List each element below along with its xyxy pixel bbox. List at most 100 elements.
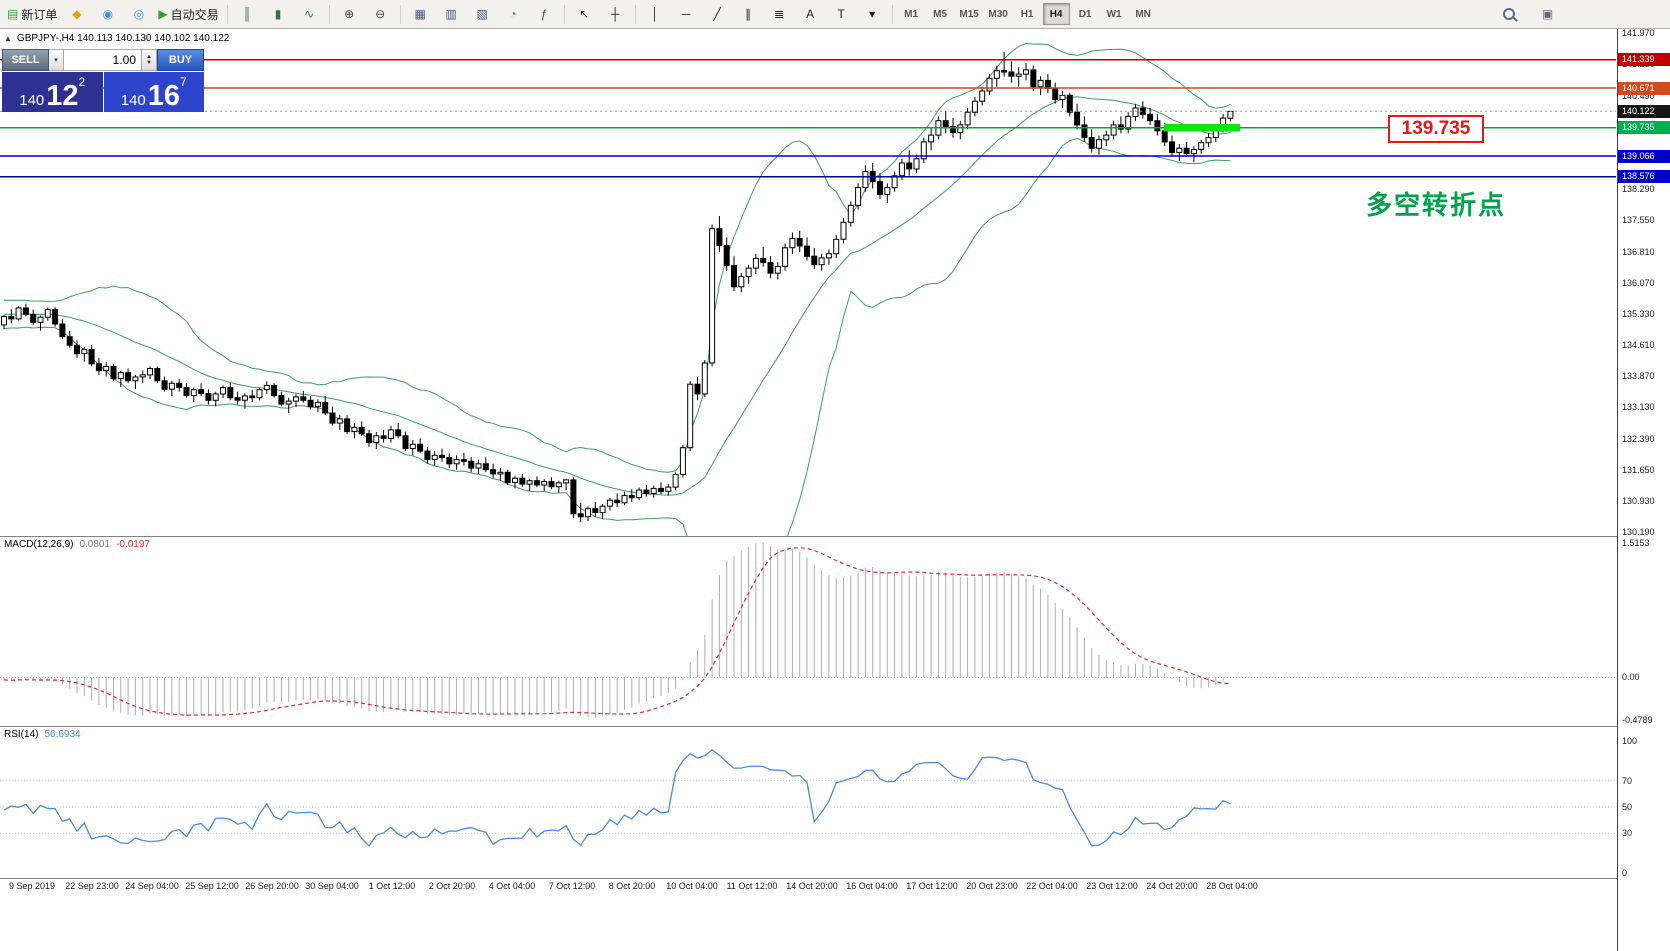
- timeframe-d1-button[interactable]: D1: [1078, 8, 1092, 20]
- crosshair-icon[interactable]: ┼: [600, 2, 631, 26]
- search-button[interactable]: [1493, 2, 1524, 26]
- buy-button[interactable]: BUY: [157, 49, 204, 71]
- text-icon[interactable]: A: [795, 2, 826, 26]
- vertical-line-icon[interactable]: │: [640, 2, 671, 26]
- zoom-in-icon[interactable]: ⊕: [334, 2, 365, 26]
- price-callout[interactable]: 139.735: [1388, 115, 1484, 143]
- trendline-icon: ╱: [713, 7, 721, 21]
- new-chart-icon: ▣: [1541, 7, 1554, 21]
- time-tick-label: 8 Oct 20:00: [608, 881, 656, 891]
- timeframe-mn-button[interactable]: MN: [1135, 8, 1151, 20]
- stepper-down-icon[interactable]: ▼: [146, 60, 152, 66]
- indicators-icon[interactable]: ƒ: [529, 2, 560, 26]
- scale-tick-label: 136.070: [1622, 277, 1655, 288]
- mql5-market-icon: ◆: [72, 7, 82, 21]
- rsi-indicator-panel[interactable]: [0, 727, 1616, 878]
- time-tick-label: 10 Oct 04:00: [666, 881, 718, 891]
- autotrading-button-label: 自动交易: [170, 7, 219, 22]
- turning-point-text: 多空转折点: [1366, 190, 1507, 220]
- macd-indicator-panel[interactable]: [0, 537, 1616, 726]
- timeframe-m1-button[interactable]: M1: [904, 8, 919, 20]
- navigator-icon: ▧: [476, 7, 488, 21]
- time-tick-label: 2 Oct 20:00: [428, 881, 476, 891]
- time-tick-label: 16 Oct 04:00: [846, 881, 898, 891]
- timeframe-w1-button[interactable]: W1: [1106, 8, 1122, 20]
- indicators-icon: ƒ: [540, 7, 548, 21]
- scale-tick-label: 30: [1622, 828, 1633, 839]
- navigator-icon[interactable]: ▧: [467, 2, 498, 26]
- time-tick-label: 11 Oct 12:00: [726, 881, 778, 891]
- toolbar-right: ▣: [1493, 2, 1667, 26]
- horizontal-line-icon[interactable]: ─: [671, 2, 702, 26]
- channel-icon: ∥: [745, 7, 752, 21]
- data-window-icon[interactable]: ▥: [436, 2, 467, 26]
- panel-separator[interactable]: [0, 726, 1670, 727]
- channel-icon[interactable]: ∥: [733, 2, 764, 26]
- time-tick-label: 4 Oct 04:00: [488, 881, 536, 891]
- time-tick-label: 24 Oct 20:00: [1146, 881, 1198, 891]
- scale-tick-label: 138.290: [1622, 183, 1655, 194]
- line-chart-icon[interactable]: ∿: [294, 2, 325, 26]
- volume-dropdown[interactable]: ▾: [49, 49, 64, 71]
- price-scale[interactable]: 141.970141.230140.490138.290137.550136.8…: [1617, 29, 1670, 951]
- autotrading-button[interactable]: ▶ 自动交易: [154, 2, 222, 26]
- scale-tick-label: 134.610: [1622, 339, 1655, 350]
- rsi-label: RSI(14): [4, 729, 39, 740]
- price-chart[interactable]: [0, 29, 1616, 536]
- buy-price-pips: 16: [147, 80, 181, 113]
- community-icon[interactable]: ◉: [92, 2, 123, 26]
- bar-chart-icon[interactable]: ║: [232, 2, 263, 26]
- new-order-button-icon: ▤: [7, 7, 19, 21]
- stepper-up-icon[interactable]: ▲: [146, 54, 152, 60]
- time-tick-label: 28 Oct 04:00: [1206, 881, 1258, 891]
- buy-price[interactable]: 140 16 7: [103, 72, 204, 113]
- search-icon: [1502, 8, 1515, 20]
- macd-signal-value: -0.0197: [116, 539, 150, 550]
- panel-separator[interactable]: [0, 878, 1670, 879]
- time-tick-label: 23 Oct 12:00: [1086, 881, 1138, 891]
- data-window-icon: ▥: [445, 7, 457, 21]
- timeframe-m15-button[interactable]: M15: [959, 8, 979, 20]
- timeframe-h1-button[interactable]: H1: [1020, 8, 1034, 20]
- cursor-icon[interactable]: ↖: [569, 2, 600, 26]
- text-icon: A: [806, 7, 815, 21]
- zoom-out-icon[interactable]: ⊖: [365, 2, 396, 26]
- time-tick-label: 20 Oct 23:00: [966, 881, 1018, 891]
- volume-stepper[interactable]: ▲ ▼: [142, 49, 157, 71]
- timeframe-h4-button[interactable]: H4: [1042, 3, 1070, 25]
- cursor-icon: ↖: [579, 7, 590, 21]
- scale-tick-label: 132.390: [1622, 433, 1655, 444]
- clock-icon[interactable]: ◔: [498, 2, 529, 26]
- timeframe-m5-button[interactable]: M5: [933, 8, 948, 20]
- fibonacci-icon[interactable]: ≣: [764, 2, 795, 26]
- new-chart-button[interactable]: ▣: [1532, 2, 1563, 26]
- toolbar-separator: [563, 4, 565, 24]
- clock-icon: ◔: [509, 7, 517, 21]
- collapse-panel-icon[interactable]: ▲: [4, 34, 12, 43]
- volume-input[interactable]: 1.00: [64, 49, 142, 71]
- arrows-icon[interactable]: T: [826, 2, 857, 26]
- candlestick-chart-icon[interactable]: ▮: [263, 2, 294, 26]
- time-tick-label: 25 Sep 12:00: [185, 881, 239, 891]
- mql5-market-icon[interactable]: ◆: [61, 2, 92, 26]
- panel-separator[interactable]: [0, 536, 1670, 537]
- tile-windows-icon[interactable]: ▦: [405, 2, 436, 26]
- zoom-in-icon: ⊕: [344, 7, 355, 21]
- time-scale[interactable]: 9 Sep 2019 22 Sep 23:00 24 Sep 04:00 25 Sep…: [0, 880, 1616, 894]
- scale-tick-label: 140.490: [1622, 90, 1655, 101]
- autotrading-button-icon: ▶: [158, 7, 168, 21]
- time-tick-label: 14 Oct 20:00: [786, 881, 838, 891]
- macd-value: 0.0801: [79, 539, 111, 550]
- new-order-button[interactable]: ▤ 新订单: [3, 2, 61, 26]
- shapes-dropdown-icon[interactable]: ▾: [857, 2, 888, 26]
- scale-tick-label: 130.190: [1622, 527, 1655, 537]
- time-tick-label: 26 Sep 20:00: [245, 881, 299, 891]
- main-toolbar: ▤ 新订单 ◆ ◉ ◎ ▶ 自动交易 ║ ▮ ∿ ⊕ ⊖ ▦ ▥ ▧ ◔ ƒ ↖ ┼ │ ─ ╱ ∥ ≣ A T ▾ M1 M5 M15 M…: [0, 0, 1670, 29]
- timeframe-m30-button[interactable]: M30: [988, 8, 1008, 20]
- time-tick-label: 1 Oct 12:00: [368, 881, 416, 891]
- level-price-badge: 141.339: [1618, 53, 1670, 67]
- sell-button[interactable]: SELL: [2, 49, 49, 71]
- charts-icon[interactable]: ◎: [123, 2, 154, 26]
- sell-price[interactable]: 140 12 2: [2, 72, 103, 112]
- trendline-icon[interactable]: ╱: [702, 2, 733, 26]
